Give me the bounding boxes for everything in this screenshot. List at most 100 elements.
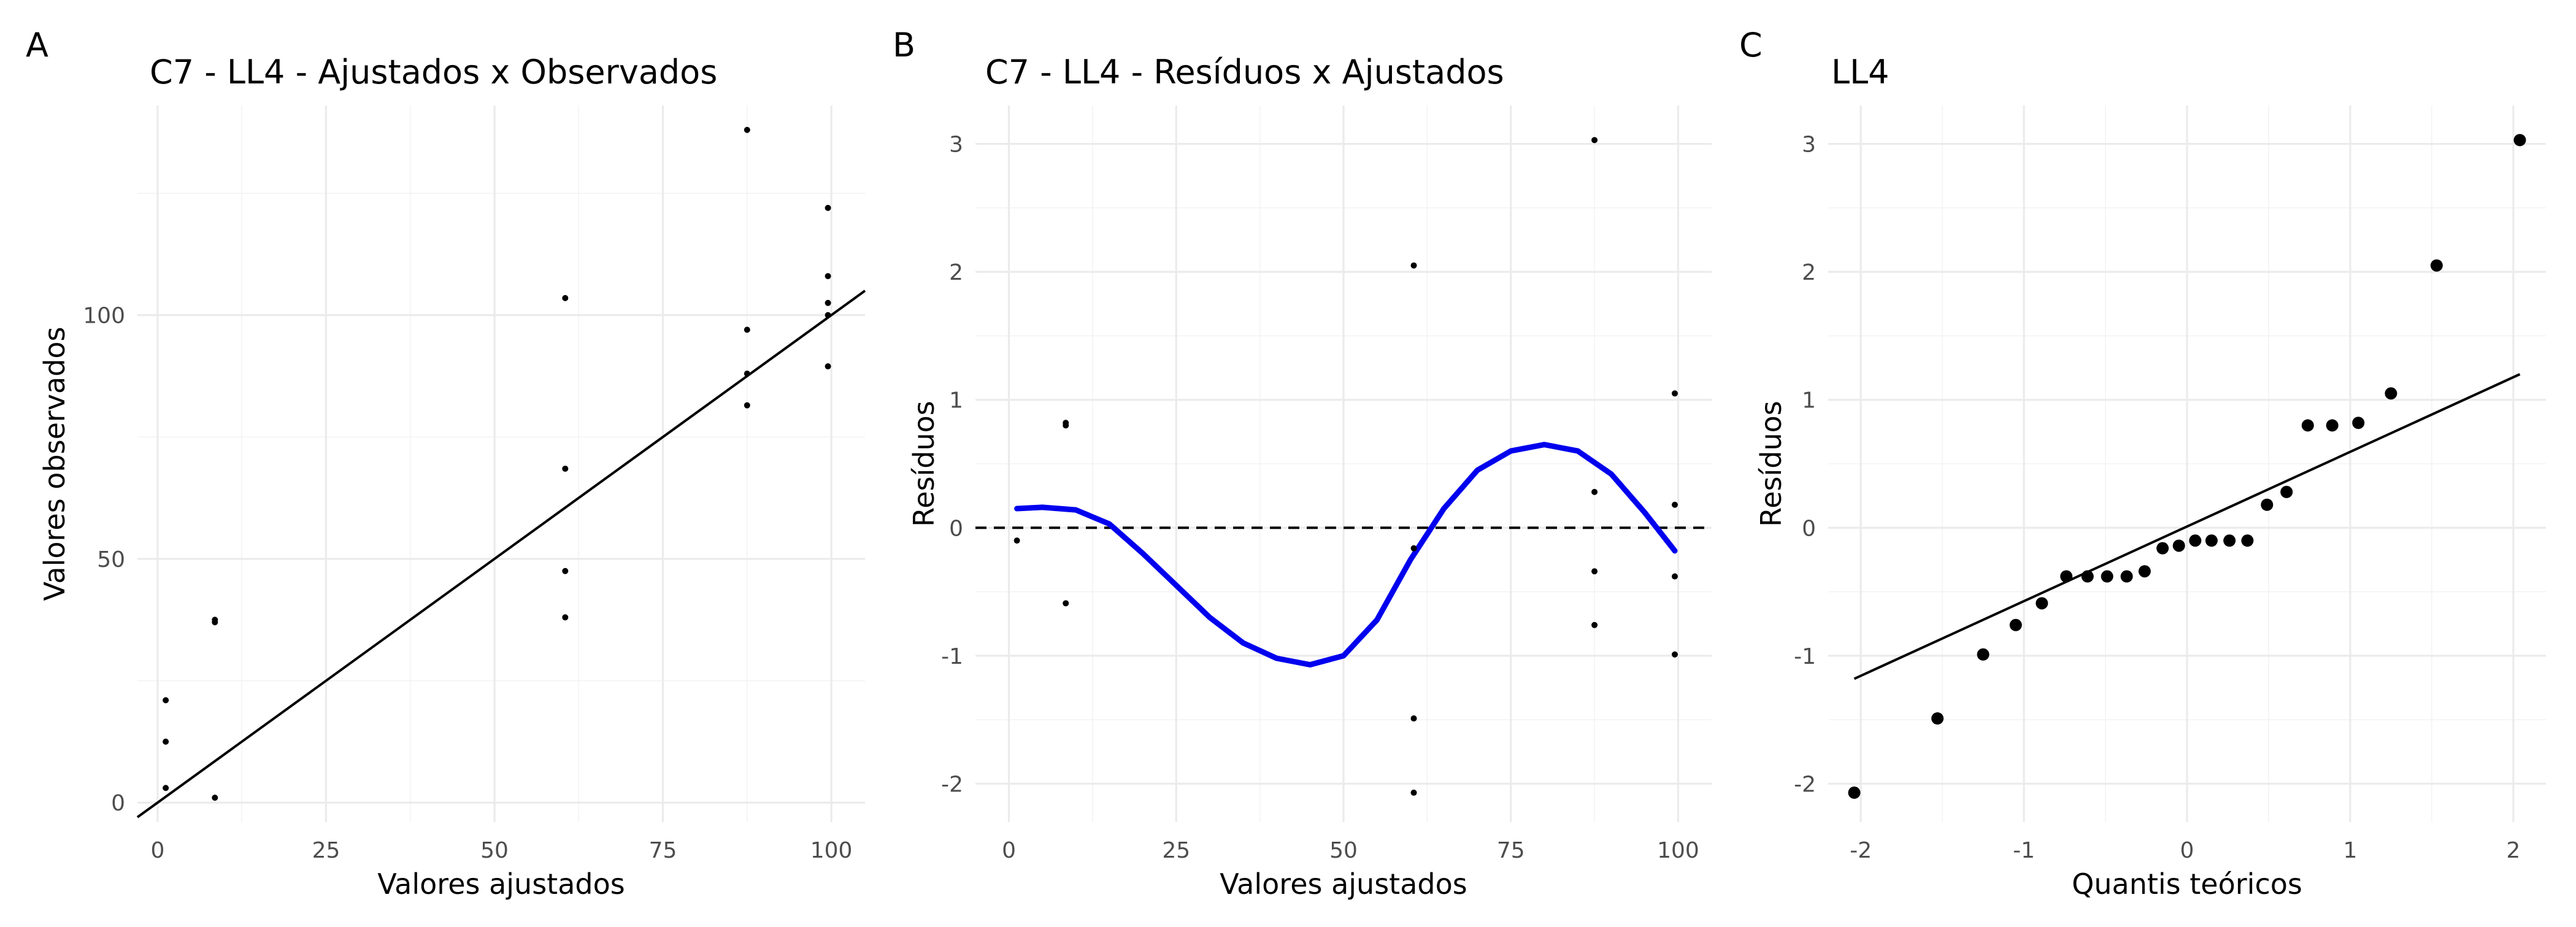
gridlines xyxy=(137,106,865,822)
panel-tag: A xyxy=(26,26,48,64)
data-points xyxy=(163,126,831,801)
x-tick-label: 100 xyxy=(1657,838,1699,863)
x-tick-label: 25 xyxy=(312,838,340,863)
data-point xyxy=(1063,600,1069,607)
x-tick-label: 50 xyxy=(480,838,509,863)
reference-line xyxy=(1853,373,2521,680)
x-tick-label: 0 xyxy=(2180,838,2194,863)
data-point xyxy=(2172,539,2185,552)
data-point xyxy=(2205,534,2218,547)
y-tick-label: 0 xyxy=(949,516,963,541)
y-axis-label: Resíduos xyxy=(1755,401,1788,526)
chart-title: C7 - LL4 - Ajustados x Observados xyxy=(150,53,717,91)
y-tick-label: 50 xyxy=(97,547,125,572)
x-tick-label: 0 xyxy=(1002,838,1016,863)
data-point xyxy=(2189,534,2202,547)
data-point xyxy=(163,738,169,745)
data-point xyxy=(562,465,569,472)
data-point xyxy=(562,567,569,574)
y-axis-label: Resíduos xyxy=(907,401,940,526)
data-point xyxy=(1410,715,1417,722)
x-tick-label: 100 xyxy=(810,838,853,863)
data-point xyxy=(2223,534,2236,547)
data-point xyxy=(2326,419,2339,432)
x-tick-label: 1 xyxy=(2343,838,2357,863)
y-tick-label: 3 xyxy=(949,133,963,158)
y-tick-label: -1 xyxy=(941,644,963,669)
y-tick-label: 2 xyxy=(1802,260,1816,285)
data-point xyxy=(2241,534,2254,547)
data-point xyxy=(2385,387,2397,400)
data-point xyxy=(562,614,569,621)
x-axis-label: Quantis teóricos xyxy=(2072,867,2302,901)
data-point xyxy=(2156,542,2169,555)
data-point xyxy=(2101,570,2113,583)
data-point xyxy=(1672,651,1678,658)
y-tick-label: 2 xyxy=(949,260,963,285)
x-tick-label: 25 xyxy=(1162,838,1190,863)
x-tick-label: 75 xyxy=(649,838,677,863)
x-tick-label: 0 xyxy=(150,838,164,863)
data-point xyxy=(212,794,218,801)
data-point xyxy=(744,402,750,409)
data-point xyxy=(1410,545,1417,552)
data-point xyxy=(1063,422,1069,429)
data-point xyxy=(2138,565,2151,578)
data-point xyxy=(2120,570,2133,583)
data-point xyxy=(825,299,831,306)
data-point xyxy=(2513,134,2526,147)
x-tick-label: 75 xyxy=(1497,838,1525,863)
data-point xyxy=(163,785,169,791)
y-axis-label: Valores observados xyxy=(38,326,71,601)
x-tick-label: 50 xyxy=(1329,838,1358,863)
data-point xyxy=(1591,488,1598,495)
data-point xyxy=(2280,485,2293,498)
x-tick-label: -1 xyxy=(2013,838,2035,863)
y-tick-label: 1 xyxy=(949,388,963,413)
panel-tag: C xyxy=(1739,26,1763,64)
y-tick-label: 3 xyxy=(1802,133,1816,158)
data-point xyxy=(1672,573,1678,580)
data-point xyxy=(825,204,831,211)
data-point xyxy=(1848,787,1861,799)
data-points xyxy=(1848,134,2526,799)
panel-tag: B xyxy=(893,26,915,64)
data-point xyxy=(2430,259,2443,272)
y-tick-label: -2 xyxy=(941,772,963,797)
data-point xyxy=(212,619,218,626)
data-point xyxy=(825,273,831,280)
data-point xyxy=(744,371,750,377)
data-point xyxy=(1977,648,1990,661)
data-point xyxy=(2009,618,2022,631)
data-point xyxy=(1013,537,1020,544)
x-tick-label: -2 xyxy=(1850,838,1872,863)
data-point xyxy=(1410,790,1417,796)
data-point xyxy=(1591,137,1598,144)
y-tick-label: 0 xyxy=(111,791,125,816)
x-tick-label: 2 xyxy=(2506,838,2520,863)
panel-c: -2 -1 0 1 2 -2 -1 0 1 2 3 C LL4 Quantis teóricos Resíd… xyxy=(1739,26,2546,901)
data-point xyxy=(825,363,831,370)
y-tick-label: 1 xyxy=(1802,388,1816,413)
y-tick-label: 100 xyxy=(83,304,125,329)
data-point xyxy=(2081,570,2094,583)
data-point xyxy=(1410,262,1417,269)
data-point xyxy=(562,294,569,301)
panel-b: 0 25 50 75 100 -2 -1 0 1 2 3 B C7 - LL4 - Resíduos x… xyxy=(893,26,1712,901)
y-tick-label: -2 xyxy=(1794,772,1816,797)
smooth-curve xyxy=(1014,442,1678,667)
data-point xyxy=(2301,419,2314,432)
data-point xyxy=(1672,390,1678,397)
x-axis-label: Valores ajustados xyxy=(1220,867,1467,901)
data-point xyxy=(744,326,750,333)
data-point xyxy=(744,126,750,133)
reference-line xyxy=(136,290,866,818)
x-axis-label: Valores ajustados xyxy=(377,867,625,901)
y-tick-label: -1 xyxy=(1794,644,1816,669)
data-point xyxy=(2261,498,2274,511)
y-tick-label: 0 xyxy=(1802,516,1816,541)
data-point xyxy=(825,312,831,318)
data-point xyxy=(2060,570,2073,583)
data-point xyxy=(1591,621,1598,628)
